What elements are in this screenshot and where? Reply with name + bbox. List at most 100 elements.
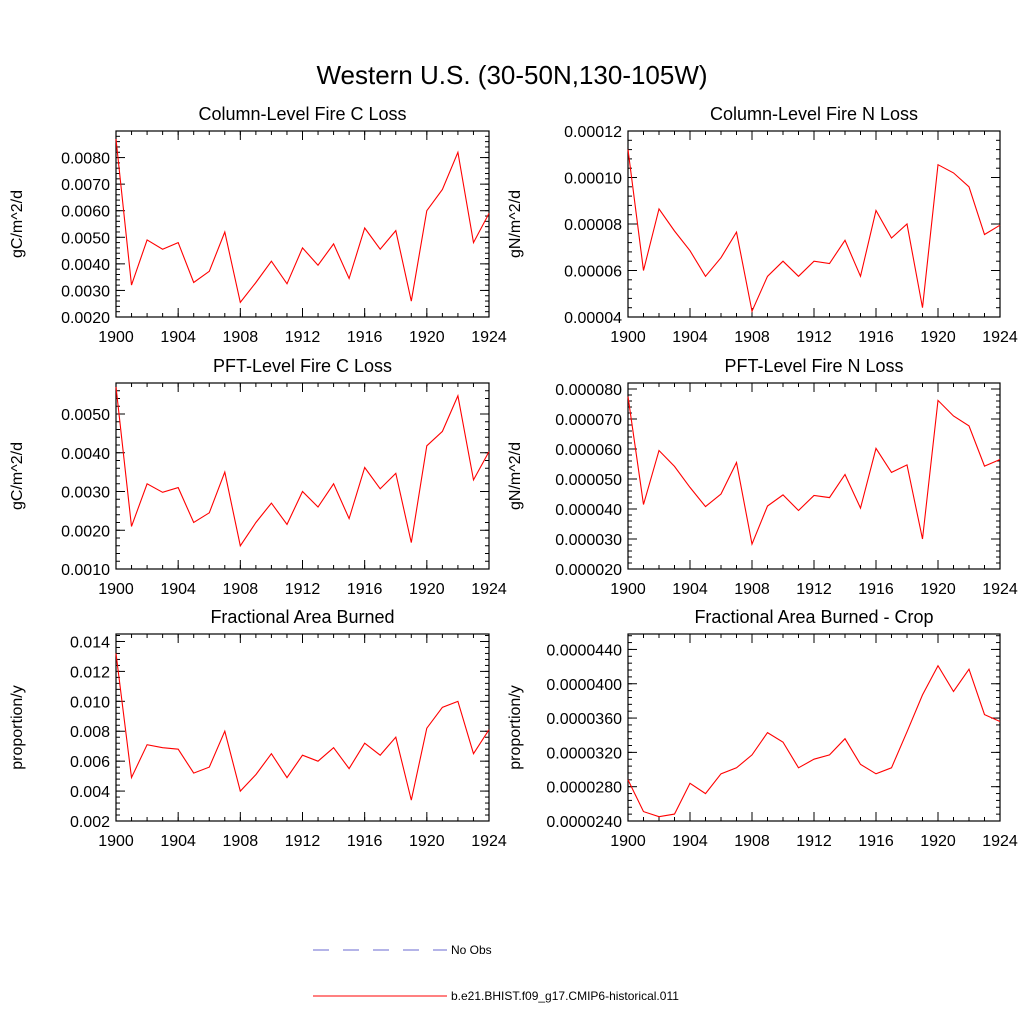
data-point [642,269,644,271]
data-point [410,799,412,801]
data-point [673,813,675,815]
y-tick-label: 0.004 [70,784,110,801]
data-point [317,760,319,762]
x-tick-label: 1904 [672,329,708,346]
x-tick-label: 1916 [858,833,894,850]
y-tick-label: 0.0040 [61,446,110,463]
data-point [286,523,288,525]
plot-frame [627,633,1001,822]
data-point [828,754,830,756]
panel-title: Fractional Area Burned - Crop [694,607,933,627]
series-line [115,386,490,548]
y-tick-label: 0.00010 [564,171,622,188]
plot-frame [115,382,490,570]
x-tick-label: 1924 [471,329,507,346]
panel-title: Fractional Area Burned [210,607,394,627]
y-tick-label: 0.0000240 [546,814,622,831]
data-point [426,210,428,212]
data-point [441,430,443,432]
x-tick-label: 1912 [285,833,321,850]
series-line [115,653,490,801]
y-tick-label: 0.000080 [555,382,622,399]
data-point [999,224,1001,226]
data-point [952,690,954,692]
y-tick-label: 0.002 [70,814,110,831]
data-point [379,248,381,250]
y-tick-label: 0.000040 [555,502,622,519]
y-axis-label: proportion/y [9,685,26,770]
x-tick-label: 1912 [285,329,321,346]
data-point [161,491,163,493]
panel-title: Column-Level Fire N Loss [710,104,918,124]
data-point [952,415,954,417]
data-point [270,260,272,262]
data-point [797,767,799,769]
data-point [255,521,257,523]
x-tick-label: 1924 [471,581,507,598]
data-point [426,445,428,447]
y-tick-label: 0.0050 [61,230,110,247]
x-tick-label: 1924 [982,329,1018,346]
x-tick-label: 1916 [858,329,894,346]
legend: No Obs b.e21.BHIST.f09_g17.CMIP6-histori… [313,943,679,1003]
series-line [115,138,490,304]
data-point [193,772,195,774]
data-point [317,506,319,508]
data-point [704,275,706,277]
x-tick-label: 1904 [672,833,708,850]
data-point [766,731,768,733]
plot-frame [627,382,1001,570]
y-tick-label: 0.010 [70,694,110,711]
x-tick-label: 1916 [347,329,383,346]
data-point [488,729,490,731]
y-tick-label: 0.0000320 [546,745,622,762]
data-point [844,473,846,475]
x-tick-label: 1904 [672,581,708,598]
data-point [410,541,412,543]
panel-title: PFT-Level Fire N Loss [724,356,903,376]
data-point [844,239,846,241]
series-line [627,664,1001,818]
data-point [766,275,768,277]
x-tick-label: 1912 [796,329,832,346]
data-point [255,773,257,775]
data-point [906,731,908,733]
legend-label-model: b.e21.BHIST.f09_g17.CMIP6-historical.011 [451,989,679,1003]
x-tick-label: 1908 [223,329,259,346]
x-tick-label: 1908 [734,833,770,850]
data-point [239,301,241,303]
data-point [720,493,722,495]
y-tick-label: 0.000050 [555,472,622,489]
data-point [766,505,768,507]
data-point [224,471,226,473]
x-tick-label: 1920 [920,581,956,598]
data-point [317,264,319,266]
data-point [983,713,985,715]
data-point [255,281,257,283]
y-tick-label: 0.0030 [61,283,110,300]
data-point [301,490,303,492]
x-tick-label: 1900 [98,329,134,346]
panel-title: PFT-Level Fire C Loss [213,356,392,376]
data-point [642,810,644,812]
panel-column-level-fire-c-loss: 1900 1904 1908 1912 1916 1920 1924 0.0020 0.0030… [9,104,507,346]
y-tick-label: 0.000020 [555,562,622,579]
data-point [457,700,459,702]
x-tick-label: 1900 [610,329,646,346]
data-point [813,494,815,496]
data-point [208,270,210,272]
data-point [426,727,428,729]
x-tick-label: 1924 [471,833,507,850]
data-point [859,763,861,765]
data-point [658,449,660,451]
x-tick-label: 1904 [160,833,196,850]
y-tick-label: 0.0020 [61,310,110,327]
data-point [720,257,722,259]
y-tick-label: 0.00004 [564,310,622,327]
data-point [890,471,892,473]
data-point [689,782,691,784]
x-tick-label: 1912 [796,581,832,598]
data-point [363,227,365,229]
data-point [348,517,350,519]
data-point [735,767,737,769]
